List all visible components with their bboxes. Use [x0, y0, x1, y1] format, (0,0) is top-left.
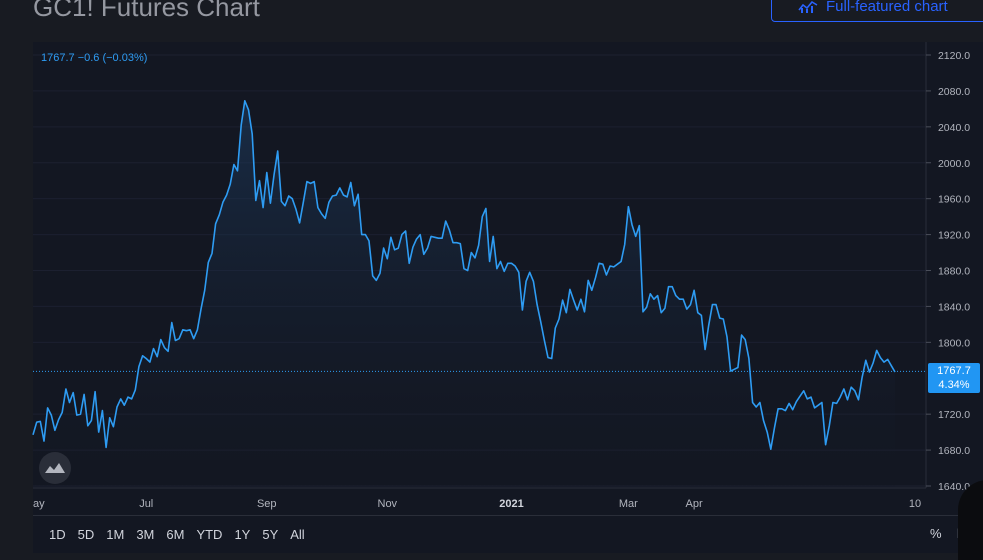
time-axis[interactable]: ay Jul Sep Nov 2021 Mar Apr 10: [33, 498, 921, 510]
full-featured-chart-button[interactable]: Full-featured chart: [771, 0, 983, 22]
last-price-value: 1767.7: [937, 365, 971, 377]
corner-overlay: [958, 480, 983, 560]
range-button-5y[interactable]: 5Y: [262, 527, 279, 542]
x-tick-label: 2021: [499, 498, 523, 510]
x-tick-label: 10: [909, 498, 921, 510]
y-tick-label: 2080.0: [938, 86, 970, 98]
range-button-1m[interactable]: 1M: [106, 527, 125, 542]
y-tick-label: 2040.0: [938, 122, 970, 134]
tradingview-logo-icon: [45, 463, 65, 473]
y-tick-label: 1720.0: [938, 409, 970, 421]
x-tick-label: Sep: [257, 498, 277, 510]
x-tick-label: Nov: [378, 498, 398, 510]
price-area-fill: [33, 100, 895, 489]
y-tick-label: 2000.0: [938, 158, 970, 170]
chart-candles-icon: [798, 0, 818, 13]
tradingview-logo[interactable]: [39, 452, 71, 484]
range-button-1y[interactable]: 1Y: [234, 527, 251, 542]
page-title: GC1! Futures Chart: [33, 0, 260, 22]
range-button-6m[interactable]: 6M: [166, 527, 185, 542]
y-tick-label: 1960.0: [938, 194, 970, 206]
range-button-5d[interactable]: 5D: [77, 527, 95, 542]
x-tick-label: Jul: [139, 498, 153, 510]
y-tick-label: 1840.0: [938, 301, 970, 313]
full-featured-chart-label: Full-featured chart: [826, 0, 948, 15]
y-tick-label: 1640.0: [938, 481, 970, 493]
y-tick-label: 1680.0: [938, 445, 970, 457]
last-price-tag: 1767.7 4.34%: [928, 363, 980, 393]
percent-scale-toggle[interactable]: %: [930, 526, 942, 541]
range-button-all[interactable]: All: [290, 527, 305, 542]
last-price-percent: 4.34%: [938, 379, 970, 391]
time-range-buttons: 1D 5D 1M 3M 6M YTD 1Y 5Y All: [43, 525, 311, 544]
y-tick-label: 1920.0: [938, 230, 970, 242]
y-tick-label: 2120.0: [938, 50, 970, 62]
price-line-series: [32, 100, 896, 450]
range-button-1d[interactable]: 1D: [49, 527, 66, 542]
x-tick-label: ay: [33, 498, 45, 510]
range-button-ytd[interactable]: YTD: [196, 527, 223, 542]
y-tick-label: 1800.0: [938, 337, 970, 349]
price-axis[interactable]: 2120.0 2080.0 2040.0 2000.0 1960.0 1920.0 1880…: [926, 50, 970, 493]
x-tick-label: Mar: [619, 498, 638, 510]
range-button-3m[interactable]: 3M: [136, 527, 155, 542]
y-tick-label: 1880.0: [938, 266, 970, 278]
x-tick-label: Apr: [686, 498, 703, 510]
price-legend: 1767.7 −0.6 (−0.03%): [41, 52, 148, 64]
